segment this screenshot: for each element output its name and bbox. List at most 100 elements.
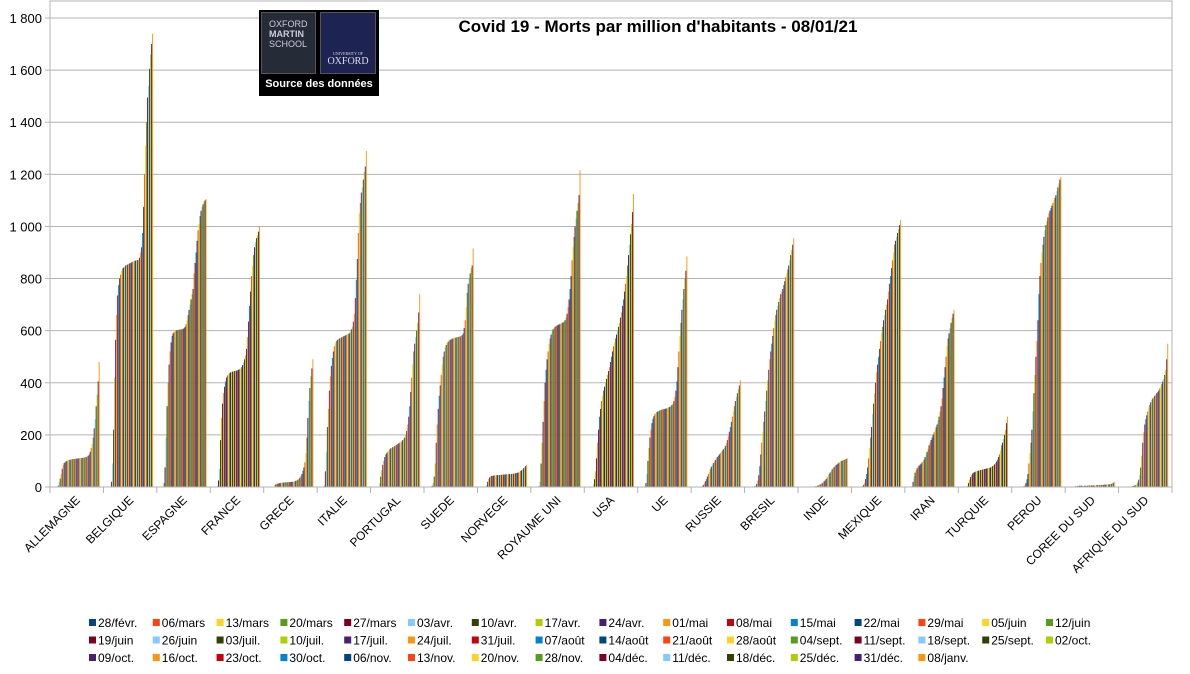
bar-russie-33 <box>727 436 729 487</box>
bar-norvege-44 <box>525 466 527 487</box>
bar-grece-36 <box>303 467 305 487</box>
bar-royaume-uni-30 <box>564 320 566 487</box>
legend-item[interactable]: 28/août <box>727 634 777 648</box>
bar-royaume-uni-43 <box>577 202 579 488</box>
legend-item[interactable]: 24/juil. <box>408 634 452 648</box>
legend-item[interactable]: 23/oct. <box>216 651 262 665</box>
legend-item[interactable]: 11/sept. <box>854 634 906 648</box>
legend-item[interactable]: 26/juin <box>152 634 197 648</box>
legend-item[interactable]: 18/déc. <box>727 651 775 665</box>
bar-espagne-20 <box>180 329 182 487</box>
bar-mexique-15 <box>870 437 872 487</box>
legend-item[interactable]: 27/mars <box>344 616 397 630</box>
category-label: PORTUGAL <box>347 493 404 550</box>
legend-item[interactable]: 20/nov. <box>471 651 519 665</box>
category-label: ESPAGNE <box>139 493 189 543</box>
legend-item[interactable]: 06/nov. <box>344 651 392 665</box>
legend-label: 30/oct. <box>289 651 325 665</box>
legend-item[interactable]: 18/sept. <box>918 634 970 648</box>
legend-item[interactable]: 17/avr. <box>535 616 581 630</box>
legend-item[interactable]: 12/juin <box>1046 616 1090 630</box>
legend-item[interactable]: 16/oct. <box>152 651 198 665</box>
bar-usa-20 <box>608 371 609 487</box>
legend-item[interactable]: 10/avr. <box>471 616 517 630</box>
bar-ue-22 <box>663 409 665 487</box>
legend-item[interactable]: 03/avr. <box>408 616 453 630</box>
bar-iran-19 <box>927 449 929 487</box>
bar-portugal-23 <box>397 444 399 487</box>
bar-turquie-20 <box>982 469 983 487</box>
legend-item[interactable]: 11/déc. <box>663 651 711 665</box>
legend-item[interactable]: 29/mai <box>918 616 963 630</box>
legend-item[interactable]: 10/juil. <box>280 634 324 648</box>
bar-italie-27 <box>347 333 349 487</box>
bar-allemagne-10 <box>63 463 65 487</box>
legend-item[interactable]: 13/nov. <box>408 651 455 665</box>
bar-france-25 <box>239 369 240 487</box>
bar-norvege-33 <box>514 473 516 487</box>
category-label: BRESIL <box>737 493 777 533</box>
bar-ue-4 <box>645 483 647 487</box>
legend-item[interactable]: 14/août <box>599 634 649 648</box>
bar-espagne-38 <box>198 223 200 487</box>
legend-label: 03/avr. <box>417 616 453 630</box>
legend-item[interactable]: 28/nov. <box>535 651 583 665</box>
legend-item[interactable]: 04/sept. <box>790 634 843 648</box>
bar-portugal-37 <box>411 377 413 487</box>
bar-usa-42 <box>629 234 631 487</box>
bar-russie-26 <box>720 451 722 487</box>
legend-item[interactable]: 08/janv. <box>918 651 969 665</box>
bar-belgique-31 <box>138 259 140 487</box>
legend-item[interactable]: 28/févr. <box>89 616 137 630</box>
legend-item[interactable]: 02/oct. <box>1046 634 1091 648</box>
bar-grece-30 <box>297 479 299 487</box>
bar-royaume-uni-17 <box>551 331 553 487</box>
legend-item[interactable]: 30/oct. <box>280 651 325 665</box>
legend-item[interactable]: 19/juin <box>89 634 133 648</box>
bar-ue-17 <box>658 410 660 487</box>
legend-item[interactable]: 04/déc. <box>599 651 648 665</box>
oxford-martin-school-logo[interactable]: OXFORD MARTIN SCHOOL UNIVERSITY OF OXFOR… <box>259 10 379 96</box>
legend-item[interactable]: 05/juin <box>982 616 1027 630</box>
bar-afrique-du-sud-22 <box>1144 424 1146 487</box>
bar-portugal-10 <box>384 457 386 487</box>
bar-norvege-17 <box>498 475 500 487</box>
legend-item[interactable]: 01/mai <box>663 616 708 630</box>
bar-belgique-41 <box>148 85 150 488</box>
legend-item[interactable]: 25/sept. <box>982 634 1034 648</box>
legend-item[interactable]: 03/juil. <box>216 634 261 648</box>
bar-perou-15 <box>1030 442 1032 487</box>
bar-grece-19 <box>286 482 288 487</box>
legend-item[interactable]: 15/mai <box>790 616 836 630</box>
legend-item[interactable]: 17/juil. <box>344 634 388 648</box>
bar-norvege-24 <box>505 474 507 487</box>
bar-mexique-41 <box>896 236 898 487</box>
bar-perou-37 <box>1052 202 1054 488</box>
legend-item[interactable]: 24/avr. <box>599 616 644 630</box>
bar-inde-23 <box>824 480 826 487</box>
legend-item[interactable]: 20/mars <box>280 616 333 630</box>
bar-coree-du-sud-36 <box>1104 484 1106 487</box>
legend-item[interactable]: 06/mars <box>152 616 205 630</box>
bar-ue-45 <box>686 256 688 487</box>
bar-portugal-27 <box>401 441 403 487</box>
legend-label: 18/sept. <box>927 634 970 648</box>
legend-swatch <box>89 636 96 644</box>
legend-label: 18/déc. <box>736 651 775 665</box>
legend-item[interactable]: 09/oct. <box>89 651 134 665</box>
bar-coree-du-sud-18 <box>1086 485 1088 487</box>
legend-item[interactable]: 31/juil. <box>471 634 516 648</box>
legend-item[interactable]: 22/mai <box>854 616 900 630</box>
bar-ue-5 <box>646 473 648 487</box>
bar-espagne-42 <box>202 204 204 488</box>
legend-item[interactable]: 31/déc. <box>854 651 903 665</box>
bar-portugal-30 <box>404 437 406 487</box>
bar-russie-21 <box>715 458 717 487</box>
legend-item[interactable]: 08/mai <box>727 616 772 630</box>
legend-item[interactable]: 07/août <box>535 634 586 648</box>
legend-item[interactable]: 25/déc. <box>790 651 839 665</box>
legend-item[interactable]: 21/août <box>663 634 713 648</box>
bar-russie-20 <box>714 459 716 487</box>
legend-item[interactable]: 13/mars <box>216 616 269 630</box>
category-label: RUSSIE <box>682 493 723 534</box>
